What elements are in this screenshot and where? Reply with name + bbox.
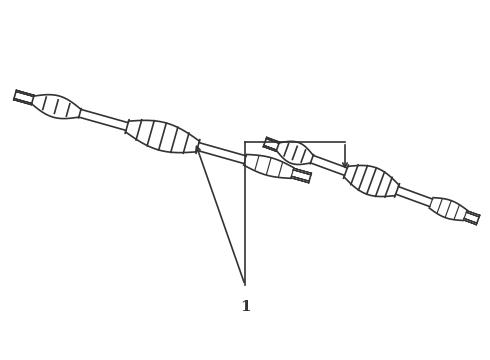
Text: 1: 1 <box>240 300 250 314</box>
